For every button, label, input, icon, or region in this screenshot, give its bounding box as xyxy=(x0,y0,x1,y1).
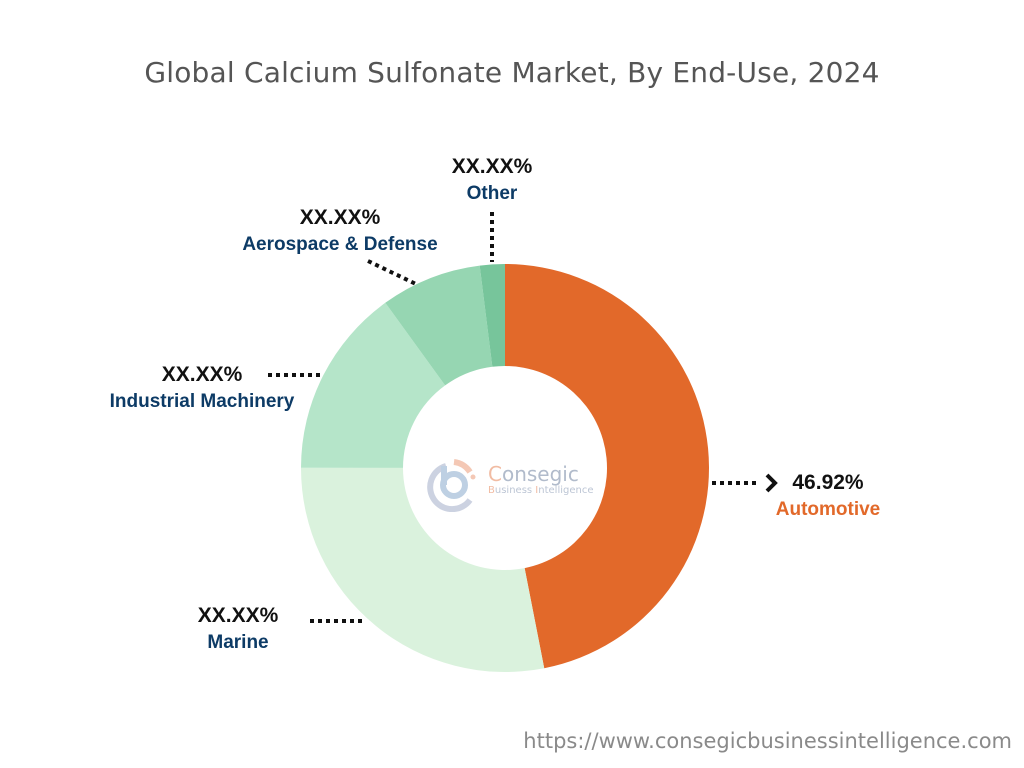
source-url: https://www.consegicbusinessintelligence… xyxy=(523,729,1012,753)
automotive-name: Automotive xyxy=(775,499,881,520)
watermark-tagline: Business Intelligence xyxy=(488,485,594,496)
slice-aerospace-defense xyxy=(385,265,493,386)
aerospace-percent: XX.XX% xyxy=(299,206,381,229)
arrow-icon xyxy=(765,473,778,493)
logo-icon xyxy=(427,459,476,513)
label-industrial: XX.XX% Industrial Machinery xyxy=(92,361,312,415)
slice-automotive xyxy=(505,264,709,669)
leader-aerospace xyxy=(367,259,419,287)
label-other: XX.XX% Other xyxy=(432,153,552,207)
aerospace-name: Aerospace & Defense xyxy=(242,234,438,255)
other-percent: XX.XX% xyxy=(451,155,533,178)
marine-percent: XX.XX% xyxy=(197,604,279,627)
label-marine: XX.XX% Marine xyxy=(178,602,298,656)
slice-industrial-machinery xyxy=(301,302,446,468)
watermark-logo: Consegic Business Intelligence xyxy=(424,452,594,513)
donut-slices xyxy=(301,264,709,672)
industrial-name: Industrial Machinery xyxy=(109,391,295,412)
slice-marine xyxy=(301,467,545,672)
leader-lines xyxy=(268,212,778,623)
chart-title: Global Calcium Sulfonate Market, By End-… xyxy=(144,56,880,89)
label-aerospace: XX.XX% Aerospace & Defense xyxy=(220,204,460,258)
watermark-brand: Consegic xyxy=(488,462,579,486)
automotive-percent: 46.92% xyxy=(792,471,864,494)
label-automotive: 46.92% Automotive xyxy=(768,469,888,523)
slice-other xyxy=(479,264,505,367)
other-name: Other xyxy=(466,183,518,204)
industrial-percent: XX.XX% xyxy=(161,363,243,386)
marine-name: Marine xyxy=(207,632,269,653)
